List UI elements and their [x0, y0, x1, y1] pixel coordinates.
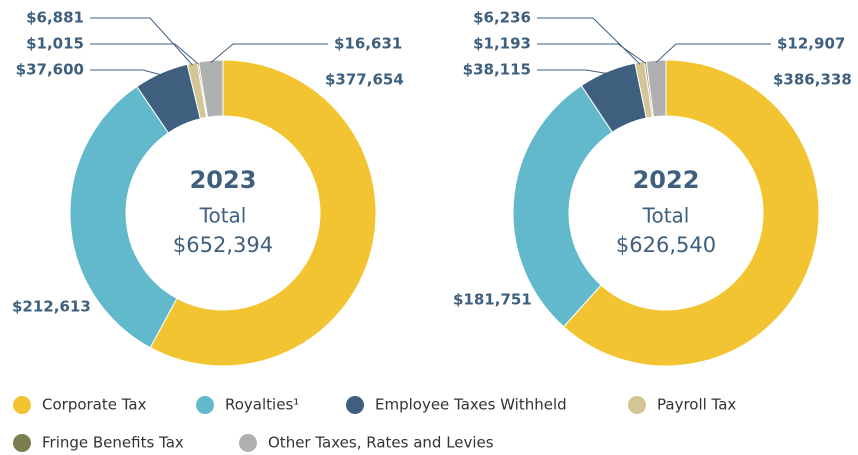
donut-slice: [69, 85, 178, 349]
legend-label: Royalties¹: [225, 396, 299, 414]
center-label: Total: [199, 204, 247, 228]
legend-label: Fringe Benefits Tax: [42, 434, 184, 452]
value-label: $6,236: [473, 9, 531, 27]
legend-label: Other Taxes, Rates and Levies: [268, 434, 494, 452]
legend-label: Payroll Tax: [657, 396, 736, 414]
leader-line: [90, 43, 199, 65]
value-label: $1,015: [26, 35, 84, 53]
value-label: $16,631: [334, 35, 402, 53]
center-total: $626,540: [616, 233, 716, 257]
value-label: $38,115: [463, 61, 531, 79]
value-label: $181,751: [453, 291, 532, 309]
leader-line: [655, 43, 771, 63]
center-label: Total: [642, 204, 690, 228]
value-label: $37,600: [16, 61, 84, 79]
leader-line: [537, 69, 608, 75]
donut-slice: [512, 84, 614, 328]
center-year: 2023: [190, 166, 257, 194]
value-label: $1,193: [473, 35, 531, 53]
legend-swatch: [628, 396, 646, 414]
leader-line: [210, 43, 328, 63]
leader-line: [90, 69, 162, 76]
legend-swatch: [13, 396, 31, 414]
legend-swatch: [196, 396, 214, 414]
legend-label: Corporate Tax: [42, 396, 147, 414]
leader-line: [537, 17, 641, 65]
donut-slice: [149, 59, 377, 367]
donut-slice: [562, 59, 820, 367]
legend-swatch: [13, 434, 31, 452]
value-label: $6,881: [26, 9, 84, 27]
center-total: $652,394: [173, 233, 273, 257]
leader-line: [537, 43, 646, 64]
legend-swatch: [346, 396, 364, 414]
legend-swatch: [239, 434, 257, 452]
value-label: $377,654: [325, 71, 404, 89]
leader-line: [90, 17, 193, 66]
center-year: 2022: [633, 166, 700, 194]
legend-label: Employee Taxes Withheld: [375, 396, 567, 414]
donut-slice: [198, 59, 224, 118]
value-label: $386,338: [773, 71, 852, 89]
donut-slice: [645, 59, 667, 118]
value-label: $12,907: [777, 35, 845, 53]
value-label: $212,613: [12, 298, 91, 316]
